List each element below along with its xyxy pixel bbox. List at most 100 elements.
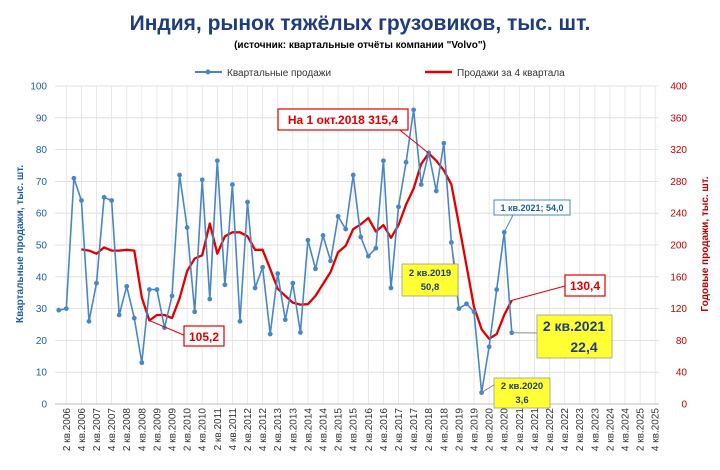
annotation-peak-label: На 1 окт.2018 315,4 xyxy=(288,113,399,127)
x-tick-label: 4 кв.2006 xyxy=(77,408,88,451)
quarterly-point xyxy=(199,177,205,183)
quarterly-point xyxy=(275,271,281,277)
x-tick-label: 4 кв.2013 xyxy=(288,408,299,451)
x-tick-label: 2 кв.2007 xyxy=(92,408,103,451)
quarterly-point xyxy=(381,158,386,164)
x-tick-label: 4 кв.2018 xyxy=(439,408,450,451)
annotation-q2-2020-box xyxy=(493,377,551,409)
quarterly-point xyxy=(79,198,84,203)
x-tick-label: 2 кв.2025 xyxy=(636,408,647,451)
quarterly-point xyxy=(456,306,462,311)
y-right-tick-label: 40 xyxy=(676,368,688,379)
y-axis-right-ticks: 0 40 80 120 160 200 240 280 320 360 400 xyxy=(670,82,687,411)
annotation-q2-2019-value: 50,8 xyxy=(421,282,440,293)
y-right-tick-label: 0 xyxy=(681,400,687,411)
quarterly-point xyxy=(192,309,198,315)
quarterly-point xyxy=(131,315,137,321)
y-right-tick-label: 160 xyxy=(670,272,687,283)
y-axis-left-ticks: 0 10 20 30 40 50 60 70 80 90 100 xyxy=(30,82,47,411)
quarterly-point xyxy=(418,182,424,187)
legend-annual-label: Продажи за 4 квартала xyxy=(457,68,565,79)
annotation-q2-2019-leader xyxy=(450,242,456,267)
y-right-tick-label: 240 xyxy=(670,209,687,220)
quarterly-point xyxy=(433,188,439,194)
quarterly-point xyxy=(373,245,379,251)
legend-quarterly-marker xyxy=(205,69,211,75)
y-right-tick-label: 400 xyxy=(670,82,687,93)
quarterly-point xyxy=(365,253,371,259)
x-tick-label: 4 кв.2014 xyxy=(319,408,330,451)
quarterly-point xyxy=(177,172,182,178)
annotation-peak-box xyxy=(277,108,409,131)
quarterly-point xyxy=(388,285,394,291)
chart-subtitle: (источник: квартальные отчёты компании "… xyxy=(234,40,486,51)
x-tick-label: 4 кв.2024 xyxy=(621,408,632,451)
x-tick-label: 4 кв.2008 xyxy=(137,408,148,451)
x-tick-label: 2 кв.2011 xyxy=(213,408,224,451)
annotation-q2-2021-value: 22,4 xyxy=(570,339,597,355)
quarterly-point xyxy=(305,237,311,243)
quarterly-point xyxy=(101,194,107,200)
annotation-trough-label: 105,2 xyxy=(189,330,219,344)
y-axis-right-label: Годовые продажи, тыс. шт. xyxy=(700,176,711,311)
quarterly-point xyxy=(237,318,243,324)
x-tick-label: 2 кв.2014 xyxy=(303,408,314,451)
quarterly-point xyxy=(169,293,175,299)
y-left-tick-label: 80 xyxy=(36,145,48,156)
x-tick-label: 2 кв.2017 xyxy=(394,408,405,451)
quarterly-point xyxy=(320,233,326,238)
y-left-tick-label: 40 xyxy=(36,272,48,283)
quarterly-point xyxy=(267,331,273,337)
x-tick-label: 4 кв.2022 xyxy=(560,408,571,451)
x-tick-label: 2 кв.2013 xyxy=(273,408,284,451)
quarterly-point xyxy=(214,158,220,164)
annotation-annual-box xyxy=(564,274,606,297)
x-tick-label: 4 кв.2025 xyxy=(651,408,662,451)
annotation-q1-2021-label: 1 кв.2021; 54,0 xyxy=(500,203,563,213)
quarterly-point xyxy=(222,282,228,288)
annotation-q2-2019-box xyxy=(401,263,459,297)
quarterly-point xyxy=(230,182,235,187)
quarterly-point xyxy=(396,204,401,210)
quarterly-point xyxy=(94,280,99,286)
annotation-trough-box xyxy=(183,325,225,347)
x-tick-label: 2 кв.2021 xyxy=(515,408,526,451)
annotation-annual-label: 130,4 xyxy=(570,279,600,293)
x-tick-label: 4 кв.2016 xyxy=(379,408,390,451)
y-left-tick-label: 70 xyxy=(36,177,48,188)
x-tick-label: 2 кв.2018 xyxy=(424,408,435,451)
quarterly-point xyxy=(260,264,266,270)
x-tick-label: 4 кв.2020 xyxy=(500,408,511,451)
x-tick-label: 4 кв.2009 xyxy=(168,408,179,451)
y-right-tick-label: 360 xyxy=(670,113,687,124)
quarterly-point xyxy=(403,159,409,165)
quarterly-point xyxy=(124,283,130,289)
annotation-q2-2021-box xyxy=(536,314,613,359)
annotation-trough-leader xyxy=(149,320,187,337)
annotation-q2-2020-value: 3,6 xyxy=(515,395,528,406)
y-left-tick-label: 100 xyxy=(30,82,47,93)
y-left-tick-label: 60 xyxy=(36,209,48,220)
x-tick-label: 4 кв.2010 xyxy=(198,408,209,451)
quarterly-point xyxy=(154,287,160,292)
x-tick-label: 2 кв.2019 xyxy=(454,408,465,451)
quarterly-point xyxy=(486,344,492,350)
quarterly-point xyxy=(358,234,364,240)
quarterly-point xyxy=(245,199,250,205)
y-left-tick-label: 50 xyxy=(36,241,48,252)
y-right-tick-label: 280 xyxy=(670,177,687,188)
legend: Квартальные продажи Продажи за 4 квартал… xyxy=(195,68,565,79)
x-tick-label: 2 кв.2022 xyxy=(545,408,556,451)
x-tick-label: 2 кв.2012 xyxy=(243,408,254,451)
quarterly-point xyxy=(146,287,152,292)
quarterly-point xyxy=(86,318,92,324)
x-tick-label: 4 кв.2021 xyxy=(530,408,541,451)
y-right-tick-label: 120 xyxy=(670,304,687,315)
quarterly-point xyxy=(184,225,190,230)
chart-title: Индия, рынок тяжёлых грузовиков, тыс. шт… xyxy=(130,12,591,35)
quarterly-point xyxy=(63,306,69,311)
quarterly-point xyxy=(350,172,356,178)
quarterly-point xyxy=(109,198,115,203)
x-tick-label: 4 кв.2015 xyxy=(349,408,360,451)
